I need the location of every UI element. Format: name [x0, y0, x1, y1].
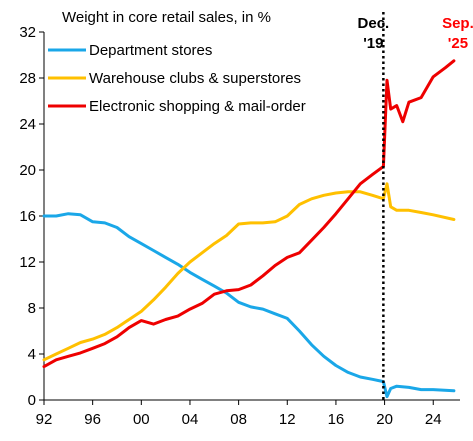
- y-tick-label: 0: [28, 392, 36, 409]
- annotation-label: Dec.: [358, 15, 390, 32]
- legend-label: Department stores: [89, 42, 212, 59]
- y-tick-label: 24: [19, 116, 36, 133]
- annotation-layer: Dec. '19 Sep. '25: [358, 12, 473, 400]
- y-tick-label: 28: [19, 70, 36, 87]
- x-tick-label: 16: [328, 411, 345, 428]
- legend-label: Electronic shopping & mail-order: [89, 98, 306, 115]
- series-line-electronic-shopping-mail-order: [42, 59, 456, 369]
- annotation-label: '25: [448, 35, 468, 52]
- x-tick-label: 12: [279, 411, 296, 428]
- y-tick-label: 20: [19, 162, 36, 179]
- legend: Department stores Warehouse clubs & super…: [48, 42, 306, 115]
- x-tick-label: 96: [84, 411, 101, 428]
- x-tick-label: 92: [36, 411, 53, 428]
- x-tick-label: 00: [133, 411, 150, 428]
- annotation-label: Sep.: [442, 15, 473, 32]
- y-tick-label: 4: [28, 346, 36, 363]
- y-tick-label: 16: [19, 208, 36, 225]
- legend-label: Warehouse clubs & superstores: [89, 70, 301, 87]
- annotation-label: '19: [363, 35, 383, 52]
- y-tick-label: 32: [19, 24, 36, 41]
- y-tick-label: 12: [19, 254, 36, 271]
- series-line-department-stores: [42, 212, 456, 399]
- x-tick-label: 24: [425, 411, 442, 428]
- x-tick-label: 20: [376, 411, 393, 428]
- x-tick-label: 08: [230, 411, 247, 428]
- chart-title: Weight in core retail sales, in %: [62, 9, 271, 26]
- series-layer: [42, 59, 456, 399]
- x-tick-label: 04: [182, 411, 199, 428]
- y-tick-label: 8: [28, 300, 36, 317]
- series-line-warehouse-clubs-superstores: [42, 182, 456, 362]
